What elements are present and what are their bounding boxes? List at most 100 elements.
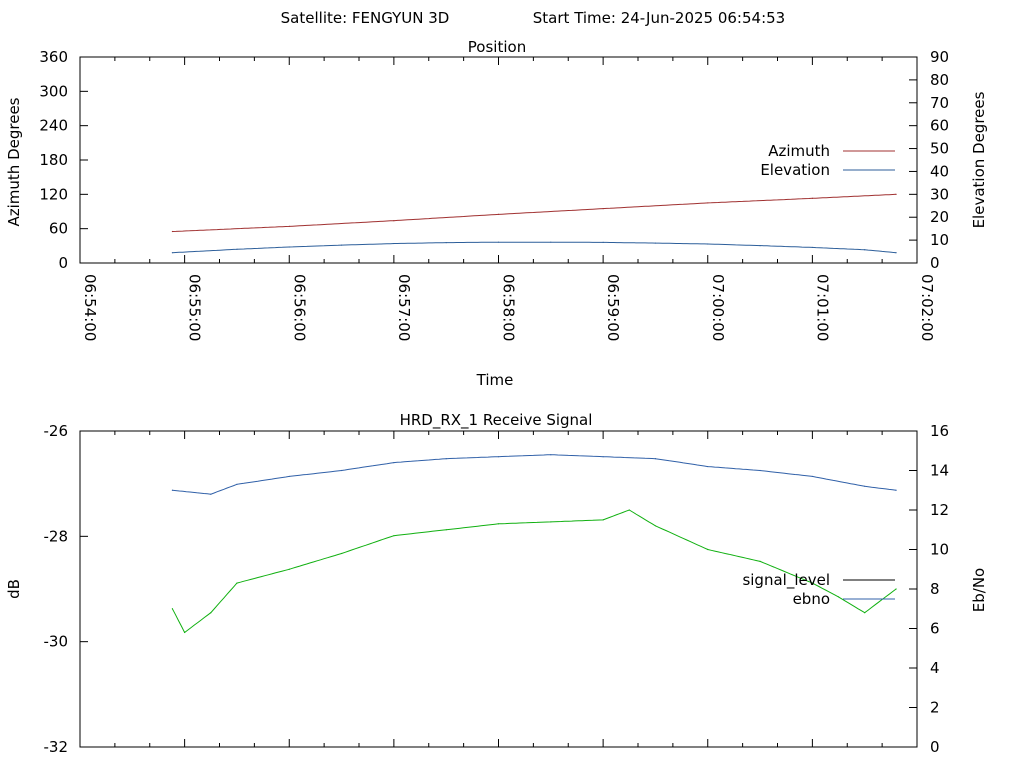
data-point	[445, 529, 447, 531]
signal-legend: signal_level ebno	[742, 571, 895, 608]
signal-series	[171, 454, 897, 634]
data-point	[340, 469, 343, 472]
y-tick-label: 360	[39, 48, 68, 66]
data-point	[707, 243, 709, 245]
elevation-line	[172, 241, 897, 254]
data-point	[654, 458, 657, 460]
y2-tick-label: 60	[930, 117, 949, 135]
y-tick-label: -28	[44, 527, 69, 545]
x-tick-label: 07:02:00	[918, 274, 936, 341]
data-point	[497, 456, 500, 458]
data-point	[550, 521, 552, 523]
y2-tick-label: 10	[930, 231, 949, 249]
y2-tick-label: 30	[930, 185, 949, 203]
data-point	[497, 241, 500, 243]
data-point	[393, 535, 395, 537]
legend-signal-level-label: signal_level	[742, 571, 830, 590]
data-point	[811, 475, 813, 478]
y2-tick-label: 70	[930, 94, 949, 112]
x-tick-label: 06:56:00	[290, 274, 308, 341]
data-point	[895, 252, 897, 254]
y2-tick-label: 0	[930, 738, 940, 756]
y2-tick-label: 12	[930, 501, 949, 519]
y-tick-label: 60	[49, 220, 68, 238]
y2-tick-label: 8	[930, 580, 940, 598]
y2-tick-label: 20	[930, 208, 949, 226]
position-plot-frame	[79, 56, 918, 264]
signal-trace-line	[171, 509, 897, 634]
x-tick-label: 07:01:00	[813, 274, 831, 341]
data-point	[837, 596, 840, 598]
data-point	[210, 612, 212, 614]
data-point	[602, 519, 604, 521]
x-tick-label: 06:57:00	[395, 274, 413, 341]
data-point	[550, 241, 552, 243]
y2-tick-label: 2	[930, 699, 940, 717]
signal-plot-frame	[79, 430, 918, 748]
data-point	[707, 202, 709, 204]
y2-tick-label: 40	[930, 162, 949, 180]
y-tick-label: 0	[58, 254, 68, 272]
data-point	[288, 475, 290, 478]
y-tick-label: 240	[39, 117, 68, 135]
y-tick-label: -32	[44, 738, 69, 756]
data-point	[654, 525, 657, 527]
data-point	[171, 230, 174, 233]
data-point	[210, 493, 212, 495]
position-series	[171, 193, 897, 254]
start-time-label: Start Time: 24-Jun-2025 06:54:53	[533, 9, 785, 27]
data-point	[550, 454, 552, 456]
x-tick-label: 06:55:00	[186, 274, 204, 341]
data-point	[811, 582, 813, 584]
data-point	[602, 456, 604, 458]
data-point	[184, 631, 186, 634]
position-chart-title: Position	[468, 38, 526, 56]
data-point	[895, 588, 897, 590]
data-point	[171, 608, 174, 610]
signal-time-ticks	[79, 431, 918, 747]
y-tick-label: 300	[39, 82, 68, 100]
y-tick-label: -30	[44, 633, 69, 651]
y2-tick-label: 14	[930, 462, 949, 480]
data-point	[340, 244, 343, 246]
data-point	[288, 246, 290, 248]
elevation-ticks: 0 10 20 30 40 50 60 70 80 90	[909, 48, 949, 272]
data-point	[759, 469, 761, 472]
data-point	[654, 242, 657, 244]
y2-tick-label: 90	[930, 48, 949, 66]
data-point	[236, 248, 238, 250]
y-tick-label: 180	[39, 151, 68, 169]
data-point	[811, 197, 813, 199]
y2-tick-label: 4	[930, 659, 940, 677]
data-point	[288, 568, 290, 570]
signal-chart-title: HRD_RX_1 Receive Signal	[400, 411, 593, 430]
data-point	[707, 465, 709, 468]
y2-tick-label: 50	[930, 140, 949, 158]
azimuth-line	[172, 193, 897, 232]
ebno-ticks: 0 2 4 6 8 10 12 14 16	[909, 422, 949, 756]
db-ticks: -32 -30 -28 -26	[44, 422, 88, 756]
data-point	[171, 489, 174, 491]
y2-tick-label: 10	[930, 541, 949, 559]
time-axis-label: Time	[476, 371, 514, 389]
x-tick-label: 06:59:00	[604, 274, 622, 341]
data-point	[288, 225, 290, 227]
data-point	[236, 483, 238, 485]
legend-elevation-label: Elevation	[760, 161, 830, 179]
y2-tick-label: 0	[930, 254, 940, 272]
ebno-line	[172, 454, 897, 495]
data-point	[707, 548, 709, 551]
db-axis-label: dB	[5, 579, 23, 599]
azimuth-ticks: 0 60 120 180 240 300 360	[39, 48, 88, 272]
x-tick-label: 06:58:00	[500, 274, 518, 341]
data-point	[864, 485, 866, 487]
y2-tick-label: 80	[930, 71, 949, 89]
data-point	[759, 560, 761, 562]
data-point	[602, 208, 604, 210]
data-point	[445, 242, 447, 244]
data-point	[393, 462, 395, 464]
x-tick-label: 06:54:00	[81, 274, 99, 341]
data-point	[497, 523, 500, 525]
data-point	[811, 246, 813, 249]
